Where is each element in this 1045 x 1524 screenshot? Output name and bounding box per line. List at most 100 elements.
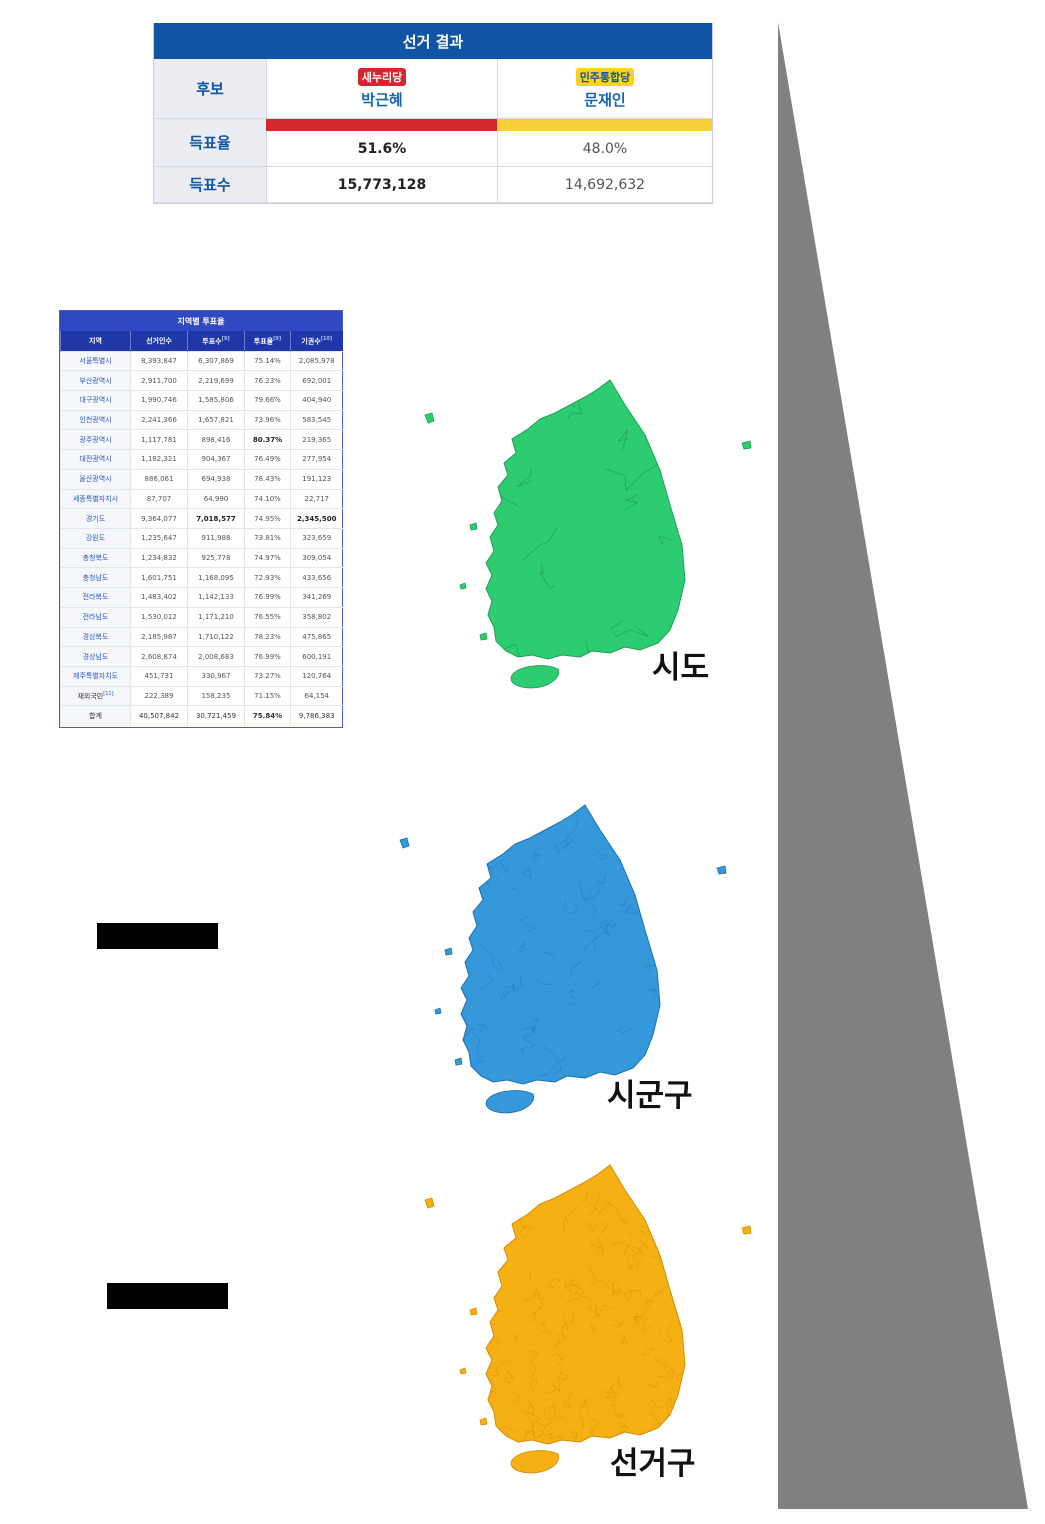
region-name[interactable]: 전라북도 [60, 587, 131, 608]
region-name: 재외국민[11] [60, 685, 131, 706]
votes-cell: 1,168,095 [187, 567, 245, 588]
region-name[interactable]: 서울특별시 [60, 350, 131, 371]
electors-cell: 1,483,402 [130, 587, 188, 608]
island-shape [459, 582, 467, 590]
region-name[interactable]: 경상북도 [60, 626, 131, 647]
abstain-cell: 277,954 [290, 449, 343, 470]
abstain-cell: 692,001 [290, 370, 343, 391]
region-name[interactable]: 세종특별자치시 [60, 488, 131, 509]
island-shape [444, 947, 453, 956]
table-row: 제주특별자치도 451,731 330,967 73.27% 120,764 [60, 666, 343, 687]
island-shape [716, 865, 727, 875]
map-label-province: 시도 [652, 650, 710, 686]
footnote-link[interactable]: [9] [273, 335, 282, 342]
candidate-name-a[interactable]: 박근혜 [361, 90, 403, 109]
island-shape [399, 837, 410, 849]
region-name[interactable]: 제주특별자치도 [60, 666, 131, 687]
turnout-cell: 73.27% [244, 666, 291, 687]
region-name[interactable]: 경기도 [60, 508, 131, 529]
region-name[interactable]: 충청북도 [60, 547, 131, 568]
turnout-cell: 76.99% [244, 587, 291, 608]
region-name[interactable]: 대전광역시 [60, 449, 131, 470]
votes-cell: 1,585,806 [187, 389, 245, 411]
electors-cell: 8,393,847 [130, 350, 188, 371]
region-name[interactable]: 전라남도 [60, 606, 131, 628]
korea-map-svg [399, 804, 727, 1114]
row-header-votes: 득표수 [154, 167, 266, 203]
abstain-cell: 358,802 [290, 606, 343, 628]
map-label-constituency: 선거구 [610, 1446, 696, 1482]
table-row: 서울특별시 8,393,847 6,307,869 75.14% 2,085,978 [60, 350, 343, 371]
rate-cell-a: 51.6% [266, 131, 497, 167]
electors-cell: 1,601,751 [130, 567, 188, 588]
region-name[interactable]: 인천광역시 [60, 409, 131, 430]
electors-cell: 886,061 [130, 468, 188, 490]
turnout-cell: 78.23% [244, 626, 291, 647]
island-shape [469, 522, 478, 531]
jeju-island-shape [510, 1450, 560, 1474]
turnout-cell: 73.81% [244, 527, 291, 549]
jeju-island-shape [485, 1090, 535, 1114]
votes-cell: 1,171,210 [187, 606, 245, 628]
region-name[interactable]: 경상남도 [60, 646, 131, 667]
abstain-cell: 219,365 [290, 429, 343, 450]
turnout-total-row: 합계 40,507,842 30,721,459 75.84% 9,786,383 [60, 705, 343, 726]
island-shape [741, 1225, 752, 1235]
island-shape [454, 1057, 463, 1066]
party-badge-a: 새누리당 [357, 67, 407, 86]
turnout-cell: 74.95% [244, 508, 291, 529]
island-shape [741, 440, 752, 450]
table-row: 광주광역시 1,117,781 898,416 80.37% 219,365 [60, 429, 343, 450]
region-name[interactable]: 부산광역시 [60, 370, 131, 391]
turnout-cell: 75.84% [244, 705, 291, 726]
electors-cell: 2,185,987 [130, 626, 188, 647]
header-region: 지역 [60, 331, 131, 351]
table-row: 울산광역시 886,061 694,938 78.43% 191,123 [60, 468, 343, 490]
island-shape [424, 1197, 435, 1209]
electors-cell: 1,990,746 [130, 389, 188, 411]
abstain-cell: 64,154 [290, 685, 343, 706]
electors-cell: 1,182,321 [130, 449, 188, 470]
korea-map-svg [424, 1164, 752, 1474]
table-row: 경상남도 2,608,874 2,008,683 76.99% 600,191 [60, 646, 343, 667]
footnote-link[interactable]: [10] [320, 335, 333, 342]
turnout-cell: 72.93% [244, 567, 291, 588]
footnote-link[interactable]: [11] [103, 690, 114, 697]
turnout-cell: 74.10% [244, 488, 291, 509]
table-row: 강원도 1,235,647 911,988 73.81% 323,659 [60, 527, 343, 549]
regional-turnout-table: 지역별 투표율 지역 선거인수 투표수[9] 투표율[9] 기권수[10] 서울… [59, 310, 343, 728]
electors-cell: 2,911,700 [130, 370, 188, 391]
turnout-cell: 79.66% [244, 389, 291, 411]
region-name[interactable]: 강원도 [60, 527, 131, 549]
table-row: 세종특별자치시 87,707 64,990 74.10% 22,717 [60, 488, 343, 509]
abstain-cell: 323,659 [290, 527, 343, 549]
island-shape [434, 1007, 442, 1015]
abstain-cell: 9,786,383 [290, 705, 343, 726]
candidate-cell-a: 새누리당 박근혜 [266, 59, 497, 119]
turnout-cell: 74.97% [244, 547, 291, 568]
footnote-link[interactable]: [9] [221, 335, 230, 342]
map-label-municipality: 시군구 [607, 1078, 693, 1114]
votes-cell: 6,307,869 [187, 350, 245, 371]
region-name[interactable]: 광주광역시 [60, 429, 131, 450]
region-name[interactable]: 울산광역시 [60, 468, 131, 490]
turnout-title: 지역별 투표율 [60, 311, 342, 331]
table-row: 부산광역시 2,911,700 2,219,699 76.23% 692,001 [60, 370, 343, 391]
region-name[interactable]: 충청남도 [60, 567, 131, 588]
header-votes: 투표수[9] [187, 331, 245, 351]
votes-cell: 7,018,577 [187, 508, 245, 529]
table-row: 전라북도 1,483,402 1,142,133 76.99% 341,269 [60, 587, 343, 608]
candidate-cell-b: 민주통합당 문재인 [497, 59, 712, 119]
table-row: 충청북도 1,234,832 925,778 74.97% 309,054 [60, 547, 343, 568]
votes-cell: 30,721,459 [187, 705, 245, 726]
table-row: 경상북도 2,185,987 1,710,122 78.23% 475,865 [60, 626, 343, 647]
region-name[interactable]: 대구광역시 [60, 389, 131, 411]
abstain-cell: 120,764 [290, 666, 343, 687]
table-row: 충청남도 1,601,751 1,168,095 72.93% 433,656 [60, 567, 343, 588]
turnout-cell: 75.14% [244, 350, 291, 371]
candidate-name-b[interactable]: 문재인 [584, 90, 626, 109]
granularity-wedge [778, 22, 1028, 1509]
electors-cell: 2,241,366 [130, 409, 188, 430]
abstain-cell: 191,123 [290, 468, 343, 490]
mainland-shape [485, 1164, 686, 1445]
